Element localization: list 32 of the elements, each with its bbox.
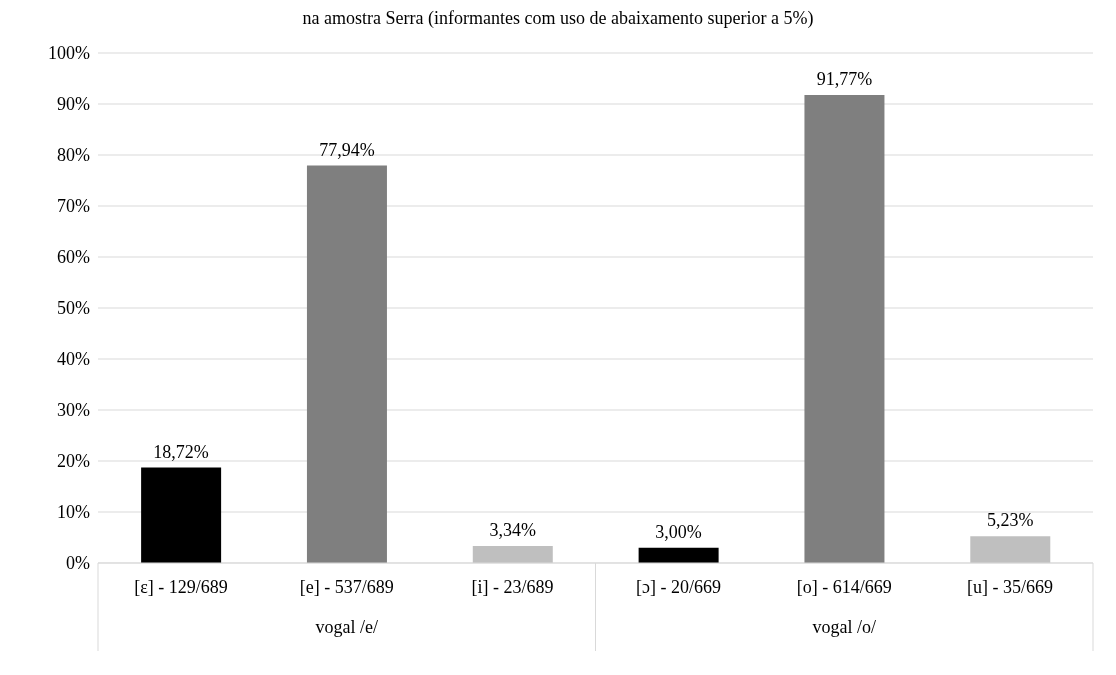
bar — [970, 536, 1051, 563]
bar — [306, 165, 387, 563]
y-tick-label: 40% — [57, 349, 90, 370]
y-tick-label: 10% — [57, 502, 90, 523]
x-tick-label: [ɛ] - 129/689 — [134, 577, 228, 597]
data-label: 3,34% — [489, 519, 537, 540]
x-tick-label: [ɔ] - 20/669 — [635, 577, 721, 597]
bar — [141, 467, 222, 563]
y-tick-label: 30% — [57, 400, 90, 421]
y-tick-label: 70% — [57, 196, 90, 217]
y-tick-label: 60% — [57, 247, 90, 268]
text: vogal /o/ — [812, 617, 876, 637]
x-tick-label: [o] - 614/669 — [796, 577, 892, 597]
y-tick-label: 0% — [66, 553, 90, 574]
data-label: 5,23% — [987, 510, 1034, 531]
x-tick-label: [e] - 537/689 — [299, 577, 394, 597]
data-label: 3,00% — [655, 521, 702, 542]
chart-title: na amostra Serra (informantes com uso de abaixamento superior a 5%) — [301, 8, 815, 29]
x-tick-label: [u] - 35/669 — [967, 577, 1054, 597]
x-tick-label: [i] - 23/689 — [471, 577, 554, 597]
y-tick-label: 20% — [57, 451, 90, 472]
y-tick-label: 80% — [57, 145, 90, 166]
y-tick-label: 100% — [48, 43, 90, 64]
bar — [472, 545, 553, 563]
text: vogal /e/ — [315, 617, 378, 637]
data-label: 91,77% — [816, 68, 873, 89]
bar — [804, 94, 885, 563]
bar — [638, 547, 719, 563]
data-label: 18,72% — [153, 441, 209, 462]
y-tick-label: 50% — [57, 298, 90, 319]
y-tick-label: 90% — [57, 94, 90, 115]
data-label: 77,94% — [319, 139, 375, 160]
